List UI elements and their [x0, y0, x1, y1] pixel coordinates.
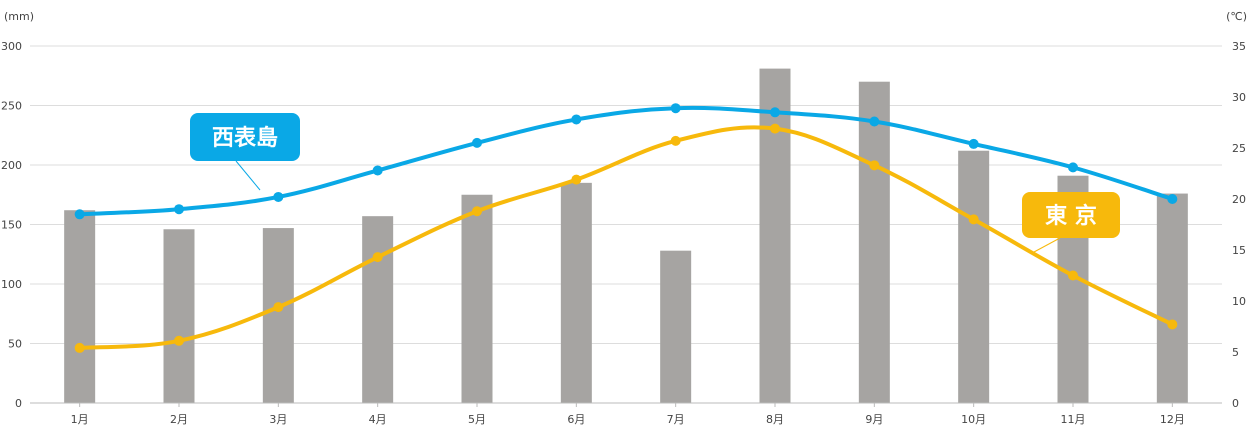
iriomote-temperature-point [74, 209, 85, 220]
tokyo-temperature-point [869, 160, 880, 171]
y-left-tick-label: 150 [1, 219, 22, 232]
iriomote-temperature-point [1068, 162, 1078, 173]
y-right-tick-label: 25 [1232, 142, 1246, 155]
x-tick-label: 7月 [667, 413, 685, 426]
iriomote-temperature-point [968, 138, 979, 149]
y-right-tick-label: 15 [1232, 244, 1246, 257]
y-right-tick-label: 10 [1232, 295, 1246, 308]
y-right-unit: (℃) [1226, 10, 1247, 23]
tokyo-series-label-badge [1022, 192, 1120, 238]
precipitation-bar [958, 150, 990, 403]
tokyo-temperature-point [174, 335, 184, 346]
tokyo-temperature-line [77, 125, 1175, 350]
precipitation-bar [1156, 193, 1188, 403]
x-tick-label: 6月 [567, 413, 585, 426]
y-right-tick-label: 35 [1232, 40, 1246, 53]
iriomote-temperature-point [670, 103, 681, 114]
x-tick-label: 1月 [71, 413, 89, 426]
iriomote-temperature-point [571, 114, 582, 125]
tokyo-series-label: 東 京 [1045, 203, 1097, 229]
tokyo-temperature-point [770, 123, 780, 134]
tokyo-temperature-point [273, 302, 284, 313]
x-tick-label: 10月 [961, 413, 986, 426]
x-tick-label: 2月 [170, 413, 188, 426]
tokyo-temperature-point [74, 342, 85, 353]
y-left-unit: (mm) [4, 10, 34, 23]
y-left-tick-label: 50 [8, 338, 22, 351]
iriomote-series-label: 西表島 [212, 125, 278, 151]
x-tick-label: 11月 [1061, 413, 1086, 426]
iriomote-temperature-point [869, 116, 880, 127]
iriomote-temperature-line [77, 105, 1175, 217]
tokyo-temperature-point [968, 214, 979, 225]
y-left-tick-label: 300 [1, 40, 22, 53]
tokyo-temperature-point [472, 206, 482, 217]
tokyo-temperature-point [571, 174, 582, 185]
x-tick-label: 8月 [766, 413, 784, 426]
iriomote-temperature-point [372, 165, 383, 176]
y-left-tick-label: 100 [1, 278, 22, 291]
grid-lines [30, 45, 1222, 344]
iriomote-temperature-point [273, 191, 284, 202]
precipitation-bar [362, 216, 394, 403]
precipitation-bar [759, 68, 791, 404]
precipitation-bar [163, 229, 195, 403]
x-tick-label: 9月 [865, 413, 883, 426]
x-tick-label: 3月 [269, 413, 287, 426]
x-tick-label: 5月 [468, 413, 486, 426]
iriomote-series-label-leader [235, 160, 261, 191]
tokyo-temperature-point [372, 252, 383, 263]
axes: 0 50 100 150 200 250 300 0 5 10 15 20 25 30 35 1月 2月 3月 4月… [1, 40, 1246, 426]
y-right-tick-label: 20 [1232, 193, 1246, 206]
y-left-tick-label: 250 [1, 100, 22, 113]
iriomote-temperature-point [174, 204, 184, 215]
precipitation-bar [560, 182, 592, 403]
precipitation-bar [64, 210, 96, 403]
tokyo-temperature-point [670, 135, 681, 146]
x-tick-label: 4月 [369, 413, 387, 426]
tokyo-temperature-point [1068, 270, 1078, 281]
iriomote-series-label-badge [190, 113, 300, 161]
iriomote-temperature-point [1167, 194, 1178, 204]
precipitation-bar [461, 194, 493, 403]
y-left-tick-label: 200 [1, 159, 22, 172]
y-right-tick-label: 30 [1232, 91, 1246, 104]
x-tick-label: 12月 [1160, 413, 1185, 426]
tokyo-series-label-leader [1033, 237, 1061, 253]
iriomote-temperature-point [472, 137, 482, 148]
y-right-tick-label: 5 [1232, 346, 1239, 359]
precipitation-bar [858, 81, 890, 403]
y-left-tick-label: 0 [15, 397, 22, 410]
precipitation-bars [64, 68, 1188, 404]
precipitation-bar [660, 250, 692, 403]
precipitation-bar [262, 228, 294, 403]
iriomote-temperature-point [770, 107, 780, 118]
tokyo-temperature-point [1167, 319, 1178, 330]
y-right-tick-label: 0 [1232, 397, 1239, 410]
temperature-lines [74, 103, 1178, 353]
